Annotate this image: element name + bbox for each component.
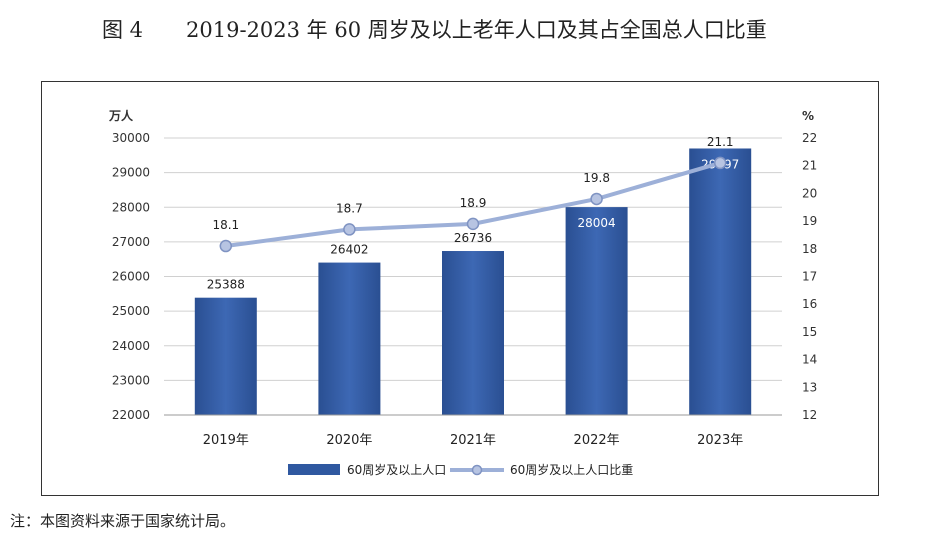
left-tick-label: 23000 [112, 373, 150, 387]
bar-series: 2538826402267362800429697 [194, 148, 752, 415]
bar [689, 148, 752, 415]
left-tick-label: 25000 [112, 304, 150, 318]
line-point [343, 223, 356, 236]
right-tick-label: 15 [802, 325, 817, 339]
bar-data-label: 26736 [454, 231, 492, 245]
bar [194, 297, 257, 415]
line-point [219, 239, 233, 253]
right-axis: 12 13 14 15 16 17 18 19 20 21 22% [802, 109, 817, 422]
legend-swatch-bar [288, 464, 340, 475]
x-tick-label: 2021年 [450, 433, 496, 448]
x-tick-label: 2020年 [326, 433, 372, 448]
line-data-label: 18.9 [460, 196, 487, 210]
left-tick-label: 28000 [112, 200, 150, 214]
left-tick-label: 22000 [112, 408, 150, 422]
bar [565, 207, 628, 415]
legend-label-bar: 60周岁及以上人口 [347, 462, 446, 477]
left-axis-unit: 万人 [108, 108, 134, 123]
legend-swatch-marker [471, 464, 483, 476]
line-series: 18.1 18.7 18.9 19.8 21.1 [212, 135, 734, 253]
line-data-label: 18.1 [212, 218, 239, 232]
right-tick-label: 22 [802, 131, 817, 145]
left-tick-label: 29000 [112, 166, 150, 180]
right-tick-label: 12 [802, 408, 817, 422]
x-tick-label: 2023年 [697, 433, 743, 448]
right-tick-label: 19 [802, 214, 817, 228]
figure-number: 图 4 [102, 18, 144, 42]
line-point [713, 156, 727, 170]
figure-title-text: 2019-2023 年 60 周岁及以上老年人口及其占全国总人口比重 [186, 18, 767, 42]
bar-data-label: 25388 [207, 278, 245, 292]
right-tick-label: 13 [802, 380, 817, 394]
bar-data-label: 28004 [578, 216, 616, 230]
left-tick-label: 30000 [112, 131, 150, 145]
left-tick-label: 26000 [112, 270, 150, 284]
right-tick-label: 21 [802, 159, 817, 173]
bar [442, 251, 504, 415]
x-tick-label: 2019年 [203, 433, 249, 448]
line-point [590, 192, 603, 206]
right-axis-unit: % [802, 109, 814, 123]
figure-title: 图 4 2019-2023 年 60 周岁及以上老年人口及其占全国总人口比重 [102, 14, 767, 44]
legend-label-line: 60周岁及以上人口比重 [510, 462, 633, 477]
right-tick-label: 14 [802, 353, 817, 367]
right-tick-label: 16 [802, 297, 817, 311]
left-axis: 22000 23000 24000 25000 26000 27000 28000 29000… [108, 108, 150, 422]
bar-data-label: 26402 [330, 243, 368, 257]
line-data-label: 19.8 [583, 171, 610, 185]
x-tick-label: 2022年 [574, 433, 620, 448]
line-data-label: 18.7 [336, 201, 363, 215]
right-tick-label: 20 [802, 186, 817, 200]
left-tick-label: 24000 [112, 339, 150, 353]
line-data-label: 21.1 [707, 135, 734, 149]
right-tick-label: 17 [802, 270, 817, 284]
right-tick-label: 18 [802, 242, 817, 256]
bar [318, 262, 381, 415]
line-point [466, 217, 480, 231]
left-tick-label: 27000 [112, 235, 150, 249]
chart-frame: 22000 23000 24000 25000 26000 27000 28000 29000… [41, 81, 879, 496]
legend: 60周岁及以上人口 60周岁及以上人口比重 [288, 462, 633, 477]
chart: 22000 23000 24000 25000 26000 27000 28000 29000… [108, 108, 817, 477]
x-axis: 2019年 2020年 2021年 2022年 2023年 [164, 414, 782, 448]
figure-note: 注：本图资料来源于国家统计局。 [10, 512, 236, 530]
